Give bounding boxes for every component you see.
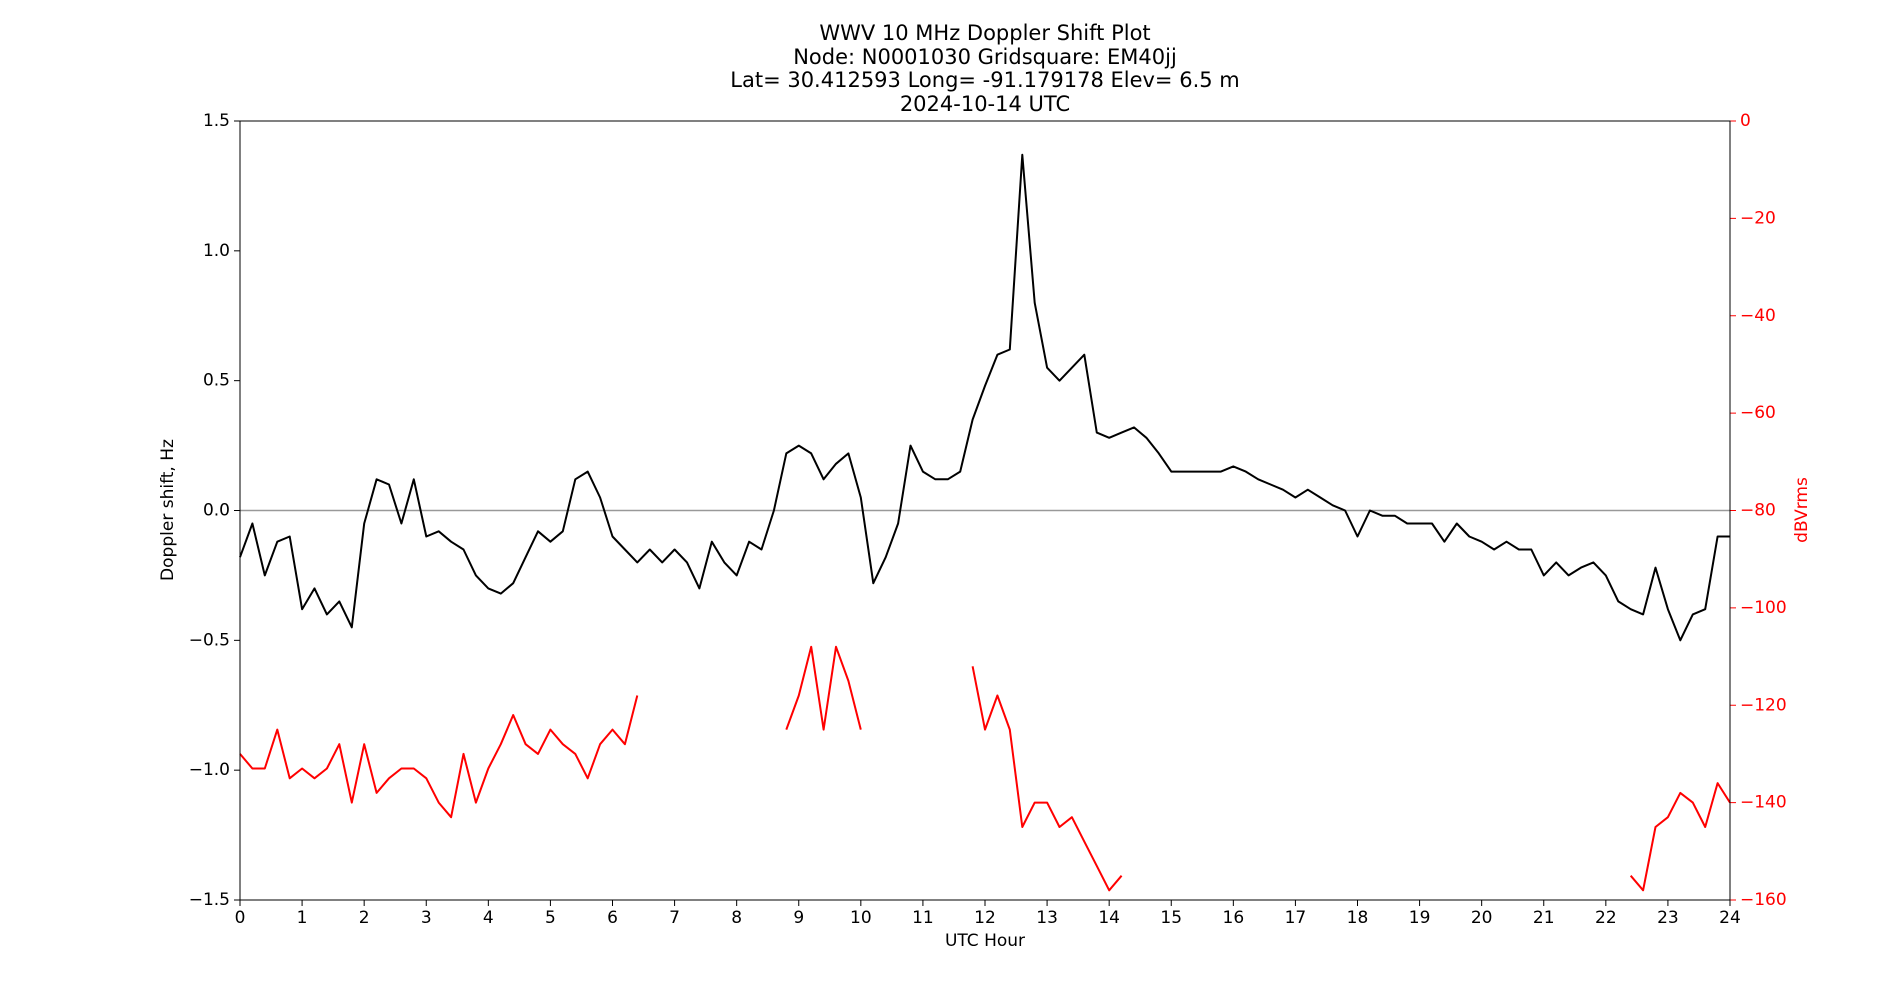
x-tick-label: 7: [669, 908, 680, 928]
y2-tick-label: −160: [1740, 890, 1787, 910]
y2-tick-label: −140: [1740, 793, 1787, 813]
y2-tick-label: −60: [1740, 403, 1776, 423]
x-tick-label: 11: [912, 908, 934, 928]
y2-tick-label: −20: [1740, 208, 1776, 228]
y-tick-label: 0.0: [203, 501, 230, 521]
x-tick-label: 17: [1285, 908, 1307, 928]
x-tick-label: 15: [1160, 908, 1182, 928]
x-tick-label: 5: [545, 908, 556, 928]
x-tick-label: 19: [1409, 908, 1431, 928]
y-tick-label: 0.5: [203, 371, 230, 391]
y-tick-label: −0.5: [189, 630, 230, 650]
x-tick-label: 24: [1719, 908, 1741, 928]
y-tick-label: −1.0: [189, 760, 230, 780]
series-line: [239, 153, 1730, 642]
y2-tick-label: 0: [1740, 111, 1751, 131]
x-tick-label: 18: [1347, 908, 1369, 928]
y-axis-label: Doppler shift, Hz: [158, 439, 178, 581]
x-tick-label: 12: [974, 908, 996, 928]
x-tick-label: 22: [1595, 908, 1617, 928]
x-tick-label: 23: [1657, 908, 1679, 928]
y2-tick-label: −40: [1740, 306, 1776, 326]
y-tick-label: 1.5: [203, 111, 230, 131]
chart-subtitle: Node: N0001030 Gridsquare: EM40jj: [793, 45, 1177, 69]
x-tick-label: 9: [793, 908, 804, 928]
chart-subtitle: 2024-10-14 UTC: [900, 92, 1070, 116]
y2-axis-label: dBVrms: [1792, 477, 1812, 543]
chart-subtitle: Lat= 30.412593 Long= -91.179178 Elev= 6.…: [730, 68, 1239, 92]
chart-title: WWV 10 MHz Doppler Shift Plot: [819, 21, 1150, 45]
x-tick-label: 10: [850, 908, 872, 928]
plot-frame: [239, 120, 1731, 901]
y-tick-label: −1.5: [189, 890, 230, 910]
x-tick-label: 14: [1098, 908, 1120, 928]
x-tick-label: 0: [235, 908, 246, 928]
y2-tick-label: −120: [1740, 695, 1787, 715]
x-tick-label: 20: [1471, 908, 1493, 928]
x-tick-label: 4: [483, 908, 494, 928]
x-tick-label: 13: [1036, 908, 1058, 928]
x-tick-label: 2: [359, 908, 370, 928]
x-tick-label: 1: [297, 908, 308, 928]
x-tick-label: 8: [731, 908, 742, 928]
x-tick-label: 6: [607, 908, 618, 928]
x-tick-label: 3: [421, 908, 432, 928]
y2-tick-label: −80: [1740, 501, 1776, 521]
series-line: [239, 645, 1731, 892]
x-axis-label: UTC Hour: [945, 931, 1025, 951]
y2-tick-label: −100: [1740, 598, 1787, 618]
y-tick-label: 1.0: [203, 241, 230, 261]
x-tick-label: 16: [1223, 908, 1245, 928]
x-tick-label: 21: [1533, 908, 1555, 928]
